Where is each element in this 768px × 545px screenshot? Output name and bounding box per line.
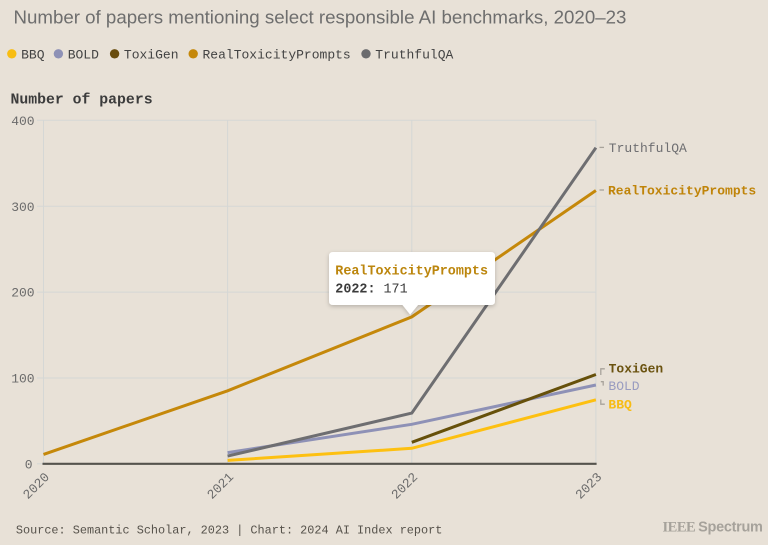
svg-text:RealToxicityPrompts: RealToxicityPrompts (335, 264, 488, 279)
svg-text:Number of papers: Number of papers (11, 92, 153, 108)
svg-text:300: 300 (11, 200, 34, 215)
svg-text:200: 200 (11, 286, 34, 301)
svg-text:BOLD: BOLD (68, 47, 99, 62)
svg-text:Source: Semantic Scholar, 2023: Source: Semantic Scholar, 2023 | Chart: … (16, 524, 442, 538)
svg-text:400: 400 (11, 114, 34, 129)
svg-text:BBQ: BBQ (608, 398, 632, 413)
svg-text:Number of papers mentioning se: Number of papers mentioning select respo… (14, 7, 627, 28)
svg-text:2022: 171: 2022: 171 (335, 282, 407, 297)
svg-text:BBQ: BBQ (21, 47, 45, 62)
svg-text:BOLD: BOLD (608, 379, 639, 394)
svg-text:ToxiGen: ToxiGen (124, 47, 179, 62)
svg-text:0: 0 (25, 457, 33, 472)
svg-text:TruthfulQA: TruthfulQA (609, 141, 687, 156)
svg-text:RealToxicityPrompts: RealToxicityPrompts (608, 184, 756, 199)
svg-text:100: 100 (11, 372, 34, 387)
svg-text:ToxiGen: ToxiGen (609, 362, 664, 377)
svg-text:RealToxicityPrompts: RealToxicityPrompts (203, 47, 351, 62)
svg-text:TruthfulQA: TruthfulQA (375, 47, 453, 62)
